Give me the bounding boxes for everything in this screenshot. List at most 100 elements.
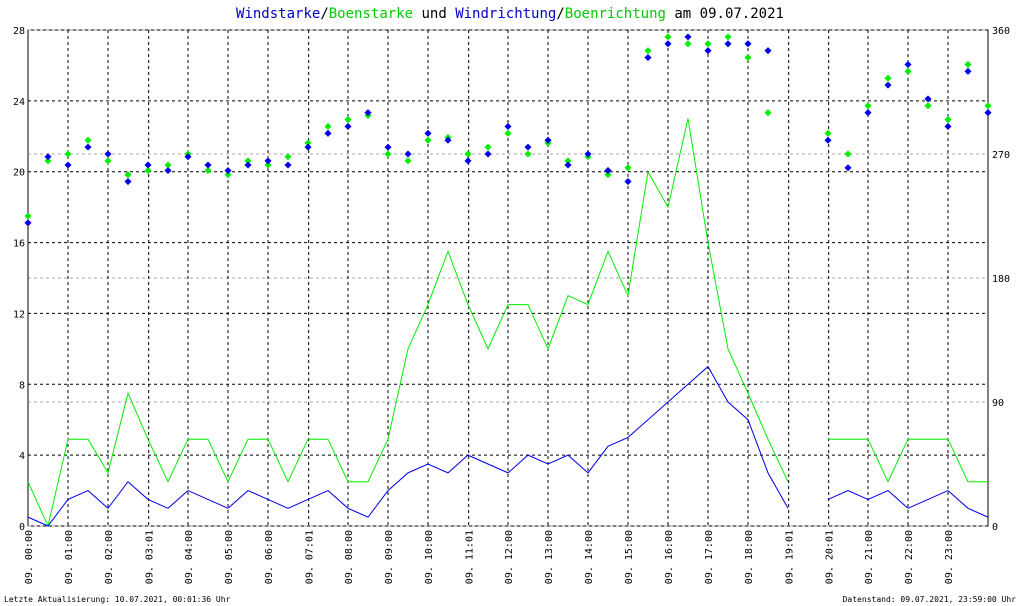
direction-dot: [844, 164, 852, 172]
direction-dot: [124, 178, 132, 186]
y2-tick-label: 270: [992, 150, 1010, 161]
direction-dot: [524, 150, 532, 158]
direction-dot: [944, 116, 952, 124]
direction-dot: [484, 150, 492, 158]
x-tick-label: 09. 12:00: [504, 530, 515, 584]
direction-dot: [884, 81, 892, 89]
direction-dot: [764, 47, 772, 55]
direction-dot: [664, 40, 672, 48]
direction-dot: [964, 67, 972, 75]
direction-dot: [404, 150, 412, 158]
title-part: Boenrichtung: [565, 6, 666, 22]
direction-dot: [824, 129, 832, 137]
y2-tick-label: 180: [992, 274, 1010, 285]
title-part: am 09.07.2021: [666, 6, 784, 22]
direction-dot: [764, 109, 772, 117]
x-tick-label: 09. 17:00: [704, 530, 715, 584]
footer-left: Letzte Aktualisierung: 10.07.2021, 00:01…: [4, 595, 231, 604]
x-tick-label: 09. 18:00: [744, 530, 755, 584]
direction-dot: [604, 166, 612, 175]
y-tick-label: 24: [13, 97, 25, 108]
direction-dot: [864, 109, 872, 117]
direction-dot: [904, 60, 912, 68]
direction-dot: [704, 47, 712, 55]
direction-dot: [744, 40, 752, 48]
direction-dot: [284, 161, 292, 169]
x-tick-label: 09. 19:01: [785, 530, 796, 584]
direction-dot: [524, 143, 532, 151]
direction-dot: [324, 129, 332, 137]
direction-dot: [204, 166, 212, 175]
direction-dot: [504, 122, 512, 130]
title-part: /: [556, 6, 564, 22]
direction-dot: [464, 157, 472, 165]
direction-dot: [704, 40, 712, 48]
direction-dot: [164, 161, 172, 169]
direction-dot: [424, 136, 432, 144]
direction-dot: [384, 150, 392, 158]
title-part: /: [320, 6, 328, 22]
y2-tick-label: 90: [992, 398, 1004, 409]
direction-dot: [344, 122, 352, 130]
direction-dot: [144, 166, 152, 175]
direction-dot: [304, 139, 312, 147]
x-tick-label: 09. 06:00: [264, 530, 275, 584]
direction-dot: [464, 150, 472, 158]
direction-dot: [964, 60, 972, 68]
direction-dot: [664, 33, 672, 41]
direction-dot: [924, 95, 932, 103]
title-part: Windrichtung: [455, 6, 556, 22]
direction-dot: [244, 157, 252, 165]
y-tick-label: 4: [19, 451, 25, 462]
direction-dot: [224, 166, 232, 175]
x-tick-label: 09. 23:00: [944, 530, 955, 584]
direction-dot: [504, 129, 512, 137]
direction-dot: [944, 122, 952, 130]
direction-dot: [984, 102, 992, 110]
direction-dot: [724, 33, 732, 41]
direction-dot: [644, 54, 652, 62]
direction-dot: [344, 116, 352, 124]
direction-dot: [564, 157, 572, 165]
x-tick-label: 09. 16:00: [664, 530, 675, 584]
x-tick-label: 09. 05:00: [224, 530, 235, 584]
direction-dot: [204, 161, 212, 169]
direction-dot: [924, 102, 932, 110]
direction-dot: [24, 212, 32, 220]
x-tick-label: 09. 09:00: [384, 530, 395, 584]
direction-dot: [984, 109, 992, 117]
x-tick-label: 09. 03:01: [145, 530, 156, 584]
direction-dot: [544, 136, 552, 144]
direction-dot: [104, 150, 112, 158]
direction-dot: [604, 171, 612, 179]
direction-dot: [44, 153, 52, 161]
direction-dot: [684, 33, 692, 41]
y-tick-label: 12: [13, 309, 25, 320]
direction-dot: [184, 153, 192, 161]
direction-dot: [424, 129, 432, 137]
title-part: Boenstarke: [329, 6, 413, 22]
x-tick-label: 09. 11:01: [465, 530, 476, 584]
x-tick-label: 09. 07:01: [305, 530, 316, 584]
direction-dot: [364, 109, 372, 117]
direction-dot: [624, 178, 632, 186]
direction-dot: [624, 164, 632, 172]
x-tick-label: 09. 04:00: [184, 530, 195, 584]
x-tick-label: 09. 10:00: [424, 530, 435, 584]
direction-dot: [824, 136, 832, 144]
x-tick-label: 09. 15:00: [624, 530, 635, 584]
direction-dot: [104, 157, 112, 165]
direction-dot: [64, 150, 72, 158]
direction-dot: [724, 40, 732, 48]
direction-dot: [264, 157, 272, 165]
direction-dot: [64, 161, 72, 169]
direction-dot: [244, 161, 252, 169]
series-line: [27, 118, 789, 528]
footer-right: Datenstand: 09.07.2021, 23:59:00 Uhr: [843, 595, 1017, 604]
y-tick-label: 16: [13, 239, 25, 250]
direction-dot: [304, 143, 312, 151]
y-tick-label: 20: [13, 168, 25, 179]
chart-title: Windstarke/Boenstarke und Windrichtung/B…: [236, 6, 784, 22]
